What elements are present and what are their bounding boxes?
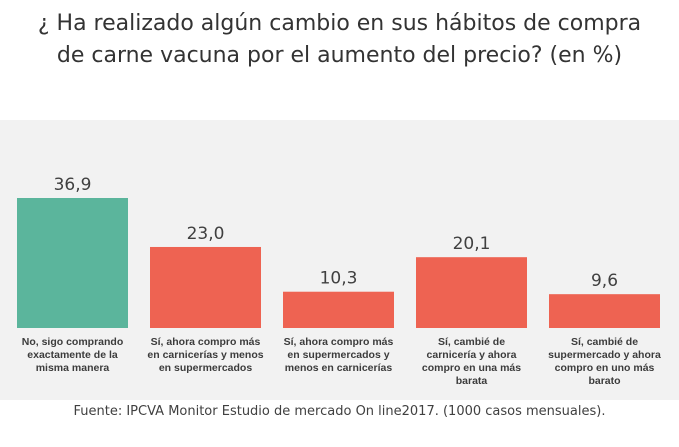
category-label-3: Sí, ahora compro más en supermercados y me…: [284, 336, 394, 374]
value-label-4: 20,1: [453, 234, 491, 254]
value-label-2: 23,0: [187, 224, 225, 244]
value-label-5: 9,6: [591, 271, 618, 291]
category-label-5: Sí, cambié de supermercado y ahora compro …: [548, 336, 661, 387]
bar-chart: 36,9 No, sigo comprando exactamente de la m…: [17, 175, 661, 387]
value-label-3: 10,3: [320, 269, 358, 289]
category-label-2: Sí, ahora compro más en carnicerías y men…: [147, 336, 263, 374]
bar-1: [17, 198, 128, 328]
chart-title: ¿ Ha realizado algún cambio en sus hábit…: [0, 8, 679, 72]
bar-4: [416, 257, 527, 328]
bar-3: [283, 291, 394, 328]
title-line-1: ¿ Ha realizado algún cambio en sus hábit…: [37, 11, 642, 36]
bar-5: [549, 294, 660, 328]
bar-2: [150, 246, 261, 328]
category-label-1: No, sigo comprando exactamente de la misma…: [22, 336, 124, 374]
source-note: Fuente: IPCVA Monitor Estudio de mercado…: [73, 404, 606, 419]
title-line-2: de carne vacuna por el aumento del preci…: [56, 43, 623, 68]
value-label-1: 36,9: [54, 175, 92, 195]
category-label-4: Sí, cambié de carnicería y ahora compro en…: [422, 336, 521, 387]
